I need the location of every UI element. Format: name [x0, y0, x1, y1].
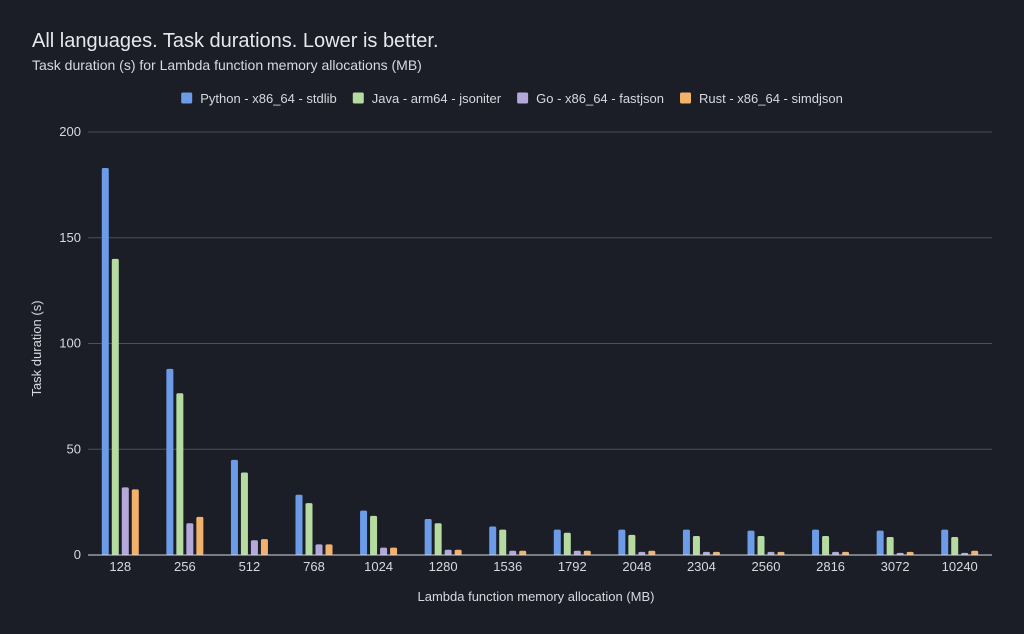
x-tick-label: 1024 — [364, 559, 393, 574]
x-tick-label: 128 — [109, 559, 131, 574]
bar — [489, 526, 497, 555]
x-axis-title: Lambda function memory allocation (MB) — [418, 589, 655, 604]
legend-swatch — [517, 92, 529, 104]
bar — [832, 551, 840, 555]
x-tick-label: 3072 — [881, 559, 910, 574]
bar — [101, 167, 109, 555]
y-tick-label: 50 — [67, 441, 81, 456]
bar — [519, 550, 527, 555]
bar — [370, 515, 378, 555]
x-tick-label: 2560 — [752, 559, 781, 574]
bar — [196, 516, 204, 555]
bar — [702, 551, 710, 555]
bar — [390, 547, 398, 555]
bar — [583, 550, 591, 555]
x-tick-label: 1280 — [429, 559, 458, 574]
bar — [295, 494, 303, 555]
bar — [444, 549, 452, 555]
bar — [757, 535, 765, 555]
bar — [648, 550, 656, 555]
bar — [961, 552, 969, 555]
bar — [573, 550, 581, 555]
bar — [325, 544, 333, 555]
bar — [315, 544, 323, 555]
bar — [777, 551, 785, 555]
bar — [176, 393, 184, 555]
bar — [712, 551, 720, 555]
chart-title: All languages. Task durations. Lower is … — [32, 30, 439, 52]
x-tick-label: 2816 — [816, 559, 845, 574]
bar — [618, 529, 626, 555]
legend-label: Java - arm64 - jsoniter — [372, 91, 502, 106]
bar — [186, 523, 194, 555]
x-tick-label: 1536 — [493, 559, 522, 574]
bar — [941, 529, 949, 555]
bar — [240, 472, 248, 555]
x-tick-label: 256 — [174, 559, 196, 574]
y-tick-label: 150 — [59, 230, 81, 245]
bar — [424, 519, 432, 555]
y-tick-label: 0 — [74, 547, 81, 562]
legend-label: Rust - x86_64 - simdjson — [699, 91, 843, 106]
bar — [682, 529, 690, 555]
x-tick-label: 768 — [303, 559, 325, 574]
bar — [896, 552, 904, 555]
bar — [250, 540, 258, 555]
bar — [166, 368, 174, 555]
legend-label: Python - x86_64 - stdlib — [200, 91, 337, 106]
bar — [842, 551, 850, 555]
bar — [260, 539, 268, 555]
bar — [563, 532, 571, 555]
bar — [499, 529, 507, 555]
bar — [876, 530, 884, 555]
bar — [971, 550, 979, 555]
x-tick-label: 10240 — [942, 559, 978, 574]
legend-swatch — [352, 92, 364, 104]
bar — [111, 258, 119, 555]
bar — [951, 537, 959, 555]
x-tick-label: 2304 — [687, 559, 716, 574]
bar — [906, 551, 914, 555]
legend-swatch — [680, 92, 692, 104]
y-tick-label: 200 — [59, 124, 81, 139]
bar — [380, 547, 388, 555]
chart-subtitle: Task duration (s) for Lambda function me… — [32, 57, 422, 73]
bar — [454, 549, 462, 555]
y-axis-title: Task duration (s) — [29, 300, 44, 396]
x-tick-label: 2048 — [622, 559, 651, 574]
bar — [767, 551, 775, 555]
y-tick-label: 100 — [59, 336, 81, 351]
bar — [305, 503, 313, 555]
bar — [230, 459, 238, 555]
bar — [628, 534, 636, 555]
bar — [822, 535, 830, 555]
bar — [747, 530, 755, 555]
bar — [509, 550, 517, 555]
bar — [812, 529, 820, 555]
bar — [131, 489, 139, 555]
legend-label: Go - x86_64 - fastjson — [536, 91, 664, 106]
x-tick-label: 512 — [239, 559, 261, 574]
bar — [121, 487, 129, 555]
bar — [692, 535, 700, 555]
bar — [638, 551, 646, 555]
bar — [886, 537, 894, 555]
bar — [434, 523, 442, 555]
bar — [360, 510, 368, 555]
legend-swatch — [181, 92, 193, 104]
bar — [553, 529, 561, 555]
x-tick-label: 1792 — [558, 559, 587, 574]
